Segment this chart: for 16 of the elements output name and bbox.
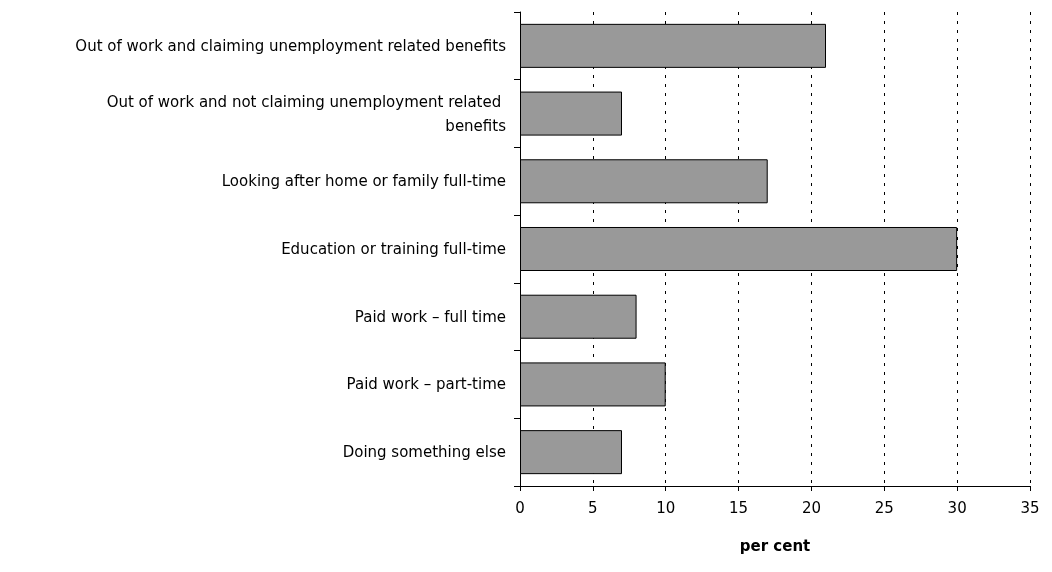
x-tick-label: 0 xyxy=(515,498,525,517)
x-tick-label: 5 xyxy=(588,498,598,517)
x-axis-title: per cent xyxy=(739,536,811,555)
y-tick-label: Looking after home or family full-time xyxy=(221,172,506,191)
y-tick-label: Out of work and claiming unemployment related benefits xyxy=(75,36,507,55)
x-tick-label: 30 xyxy=(947,498,967,517)
x-tick-label: 25 xyxy=(874,498,894,517)
x-tick-label: 20 xyxy=(801,498,821,517)
y-tick-label: Paid work – full time xyxy=(354,307,506,326)
y-tick-label: Out of work and not claiming unemployment related benefits xyxy=(106,92,507,135)
y-tick-label: Doing something else xyxy=(342,443,506,462)
y-tick-label: Education or training full-time xyxy=(281,240,506,258)
x-tick-label: 15 xyxy=(729,498,749,517)
x-tick-label: 35 xyxy=(1020,498,1040,517)
y-tick-label: Paid work – part-time xyxy=(346,375,506,394)
x-tick-label: 10 xyxy=(656,498,676,517)
